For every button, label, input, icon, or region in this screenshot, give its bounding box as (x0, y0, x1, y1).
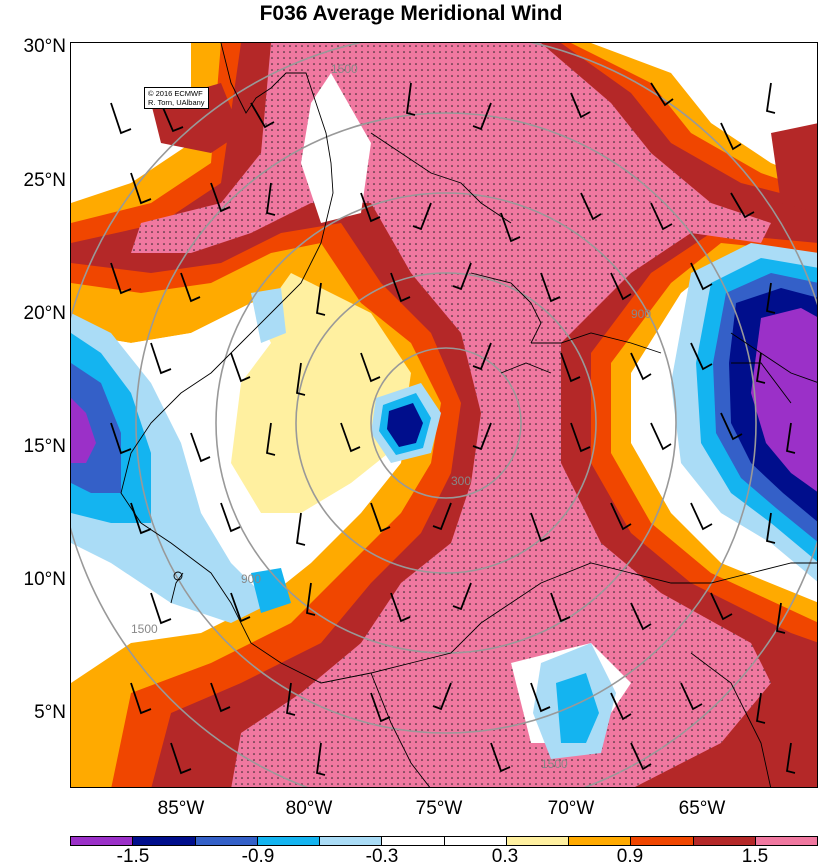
colorbar-segment-2 (195, 837, 258, 845)
map-panel: 300 900 900 1500 1500 1500 (70, 42, 818, 788)
lat-label-5n: 5°N (34, 702, 66, 723)
lat-label-30n: 30°N (23, 36, 66, 57)
colorbar-label-neg1-5: -1.5 (116, 846, 150, 867)
range-rings (71, 43, 817, 787)
colorbar-segment-11 (755, 837, 817, 845)
lon-label-70w: 70°W (547, 798, 595, 819)
colorbar-segment-1 (133, 837, 196, 845)
ring-label-900: 900 (631, 307, 651, 321)
colorbar-segment-3 (257, 837, 320, 845)
colorbar (70, 836, 818, 846)
lon-label-85w: 85°W (157, 798, 205, 819)
credit-line-1: © 2016 ECMWF (148, 89, 203, 98)
colorbar-segment-7 (506, 837, 569, 845)
colorbar-label-0-3: 0.3 (491, 846, 519, 867)
colorbar-segment-5 (382, 837, 445, 845)
ring-label-900-b: 900 (241, 572, 261, 586)
map-title: F036 Average Meridional Wind (259, 2, 563, 25)
colorbar-label-0-9: 0.9 (616, 846, 644, 867)
colorbar-label-1-5: 1.5 (741, 846, 769, 867)
colorbar-segment-4 (320, 837, 383, 845)
lat-label-15n: 15°N (23, 436, 66, 457)
lat-label-10n: 10°N (23, 569, 66, 590)
lon-label-65w: 65°W (678, 798, 726, 819)
negative-wind-shading (71, 243, 817, 759)
ring-label-1500-b: 1500 (541, 757, 568, 771)
colorbar-segment-9 (631, 837, 694, 845)
colorbar-segment-10 (693, 837, 756, 845)
colorbar-segment-8 (569, 837, 632, 845)
ring-label-1500: 1500 (331, 62, 358, 76)
positive-wind-shading (71, 43, 817, 787)
ring-label-1500-c: 1500 (131, 622, 158, 636)
lat-label-20n: 20°N (23, 303, 66, 324)
lat-label-25n: 25°N (23, 170, 66, 191)
credit-box: © 2016 ECMWF R. Torn, UAlbany (144, 87, 209, 109)
lon-label-80w: 80°W (285, 798, 333, 819)
colorbar-segment-6 (444, 837, 507, 845)
credit-line-2: R. Torn, UAlbany (148, 98, 205, 107)
coastlines (120, 43, 817, 787)
map-canvas: 300 900 900 1500 1500 1500 (71, 43, 817, 787)
wind-barbs (110, 82, 796, 776)
colorbar-label-neg0-3: -0.3 (365, 846, 399, 867)
colorbar-label-neg0-9: -0.9 (241, 846, 275, 867)
colorbar-segment-0 (71, 837, 134, 845)
lon-label-75w: 75°W (415, 798, 463, 819)
ring-label-300: 300 (451, 474, 471, 488)
